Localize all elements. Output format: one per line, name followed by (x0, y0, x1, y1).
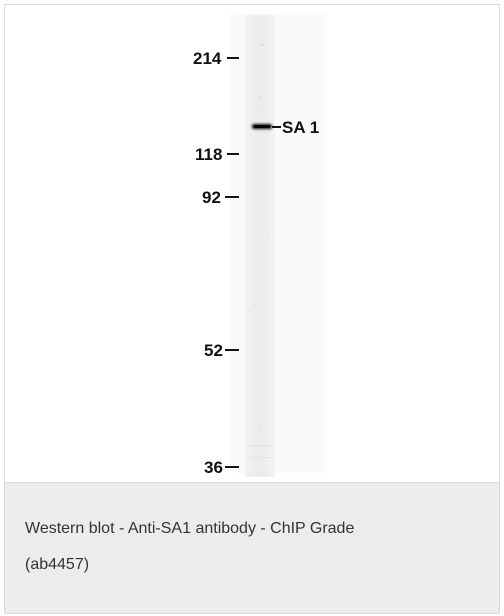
marker-214: 214 (193, 49, 239, 68)
marker-label: 52 (204, 341, 223, 360)
caption-line-2: (ab4457) (25, 556, 90, 573)
marker-label: 118 (195, 145, 222, 164)
caption-line-1: Western blot - Anti-SA1 antibody - ChIP … (25, 520, 355, 537)
marker-label: 214 (193, 49, 222, 68)
marker-label: 36 (204, 458, 223, 477)
western-blot-image: SA 1 214 118 92 52 36 (5, 5, 499, 482)
protein-band (252, 124, 272, 129)
blot-lane (245, 15, 275, 477)
marker-118: 118 (195, 145, 239, 164)
marker-52: 52 (204, 341, 239, 360)
western-blot-figure: SA 1 214 118 92 52 36 (193, 13, 327, 477)
marker-label: 92 (202, 188, 221, 207)
figure-card: SA 1 214 118 92 52 36 (4, 4, 500, 614)
caption-text: Western blot - Anti-SA1 antibody - ChIP … (25, 511, 475, 583)
marker-36: 36 (204, 458, 239, 477)
band-label: SA 1 (282, 118, 319, 137)
figure-caption: Western blot - Anti-SA1 antibody - ChIP … (5, 482, 499, 613)
lane-speckles (249, 44, 271, 458)
marker-92: 92 (202, 188, 239, 207)
